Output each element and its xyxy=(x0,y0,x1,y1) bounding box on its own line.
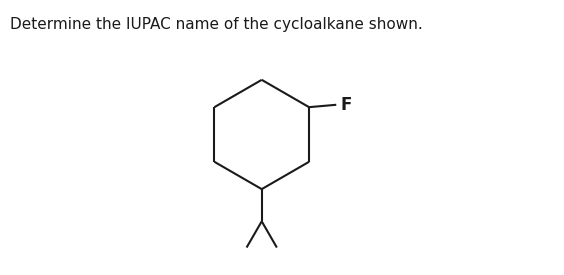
Text: F: F xyxy=(341,96,352,114)
Text: Determine the IUPAC name of the cycloalkane shown.: Determine the IUPAC name of the cycloalk… xyxy=(10,16,423,32)
